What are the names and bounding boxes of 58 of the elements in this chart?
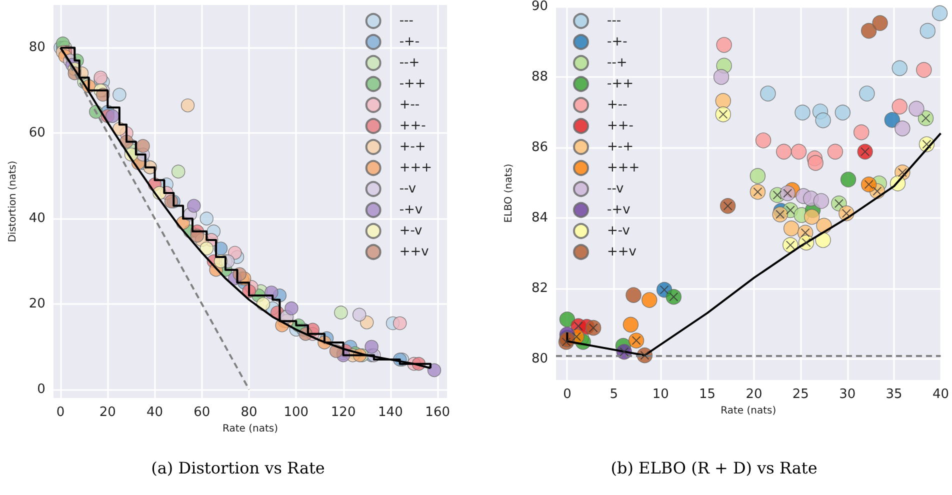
legend-label: -++ <box>399 76 426 92</box>
x-axis-title: Rate (nats) <box>720 405 776 416</box>
x-tick-label: 0 <box>56 405 65 420</box>
legend-label: --v <box>399 182 416 196</box>
y-tick-label: 88 <box>531 69 548 84</box>
legend-label: --- <box>399 14 414 28</box>
x-tick-label: 140 <box>378 405 403 420</box>
x-axis-title: Rate (nats) <box>222 423 278 434</box>
y-axis-title: Distortion (nats) <box>8 160 18 242</box>
y-tick-label: 86 <box>531 140 548 155</box>
x-tick-label: 60 <box>194 405 210 420</box>
x-tick-label: 120 <box>330 405 356 420</box>
x-tick-label: 10 <box>652 387 669 402</box>
x-tick-label: 30 <box>839 387 856 402</box>
x-tick-label: 35 <box>886 387 902 402</box>
legend-label: +-- <box>607 98 628 112</box>
text: (b) ELBO (R + D) vs Rate <box>610 458 818 478</box>
x-tick-label: 160 <box>425 405 450 420</box>
x-tick-label: 40 <box>146 405 164 420</box>
x-tick-label: 80 <box>240 405 258 420</box>
y-tick-label: 80 <box>531 351 548 366</box>
x-tick-label: 25 <box>792 387 809 402</box>
x-tick-label: 100 <box>284 405 309 420</box>
text: (a) Distortion vs Rate <box>151 458 325 478</box>
legend-label: -+- <box>607 34 628 50</box>
legend-label: --- <box>607 14 622 28</box>
legend-label: -+- <box>399 34 420 50</box>
y-tick-label: 60 <box>28 126 46 141</box>
legend-label: +++ <box>607 160 640 176</box>
legend-label: +++ <box>399 160 432 176</box>
x-tick-label: 40 <box>932 387 949 402</box>
legend-label: -+v <box>607 202 631 218</box>
legend-label: +-v <box>399 224 423 238</box>
legend-label: +-+ <box>607 140 634 154</box>
legend-label: ++- <box>399 118 426 134</box>
y-tick-label: 40 <box>28 211 46 226</box>
y-tick-label: 82 <box>531 280 548 296</box>
legend-label: --v <box>607 182 624 196</box>
x-tick-label: 0 <box>563 387 572 402</box>
y-tick-label: 80 <box>28 40 46 56</box>
y-tick-label: 84 <box>531 210 548 226</box>
y-tick-label: 90 <box>531 0 548 14</box>
legend-label: --+ <box>607 56 628 70</box>
legend-label: +-v <box>607 224 630 238</box>
x-tick-label: 20 <box>99 405 116 420</box>
legend-label: ++v <box>607 244 637 260</box>
x-tick-label: 15 <box>699 387 716 402</box>
x-tick-label: 5 <box>610 387 618 402</box>
legend-label: --+ <box>399 56 420 70</box>
legend-label: +-+ <box>399 140 426 154</box>
legend-label: ++- <box>607 118 634 134</box>
legend-label: -++ <box>607 76 634 92</box>
y-axis-title: ELBO (nats) <box>504 164 514 223</box>
y-tick-label: 20 <box>28 296 46 312</box>
legend-label: +-- <box>399 98 420 112</box>
legend-label: ++v <box>399 244 430 260</box>
legend-label: -+v <box>399 202 423 218</box>
x-tick-label: 20 <box>746 387 762 402</box>
